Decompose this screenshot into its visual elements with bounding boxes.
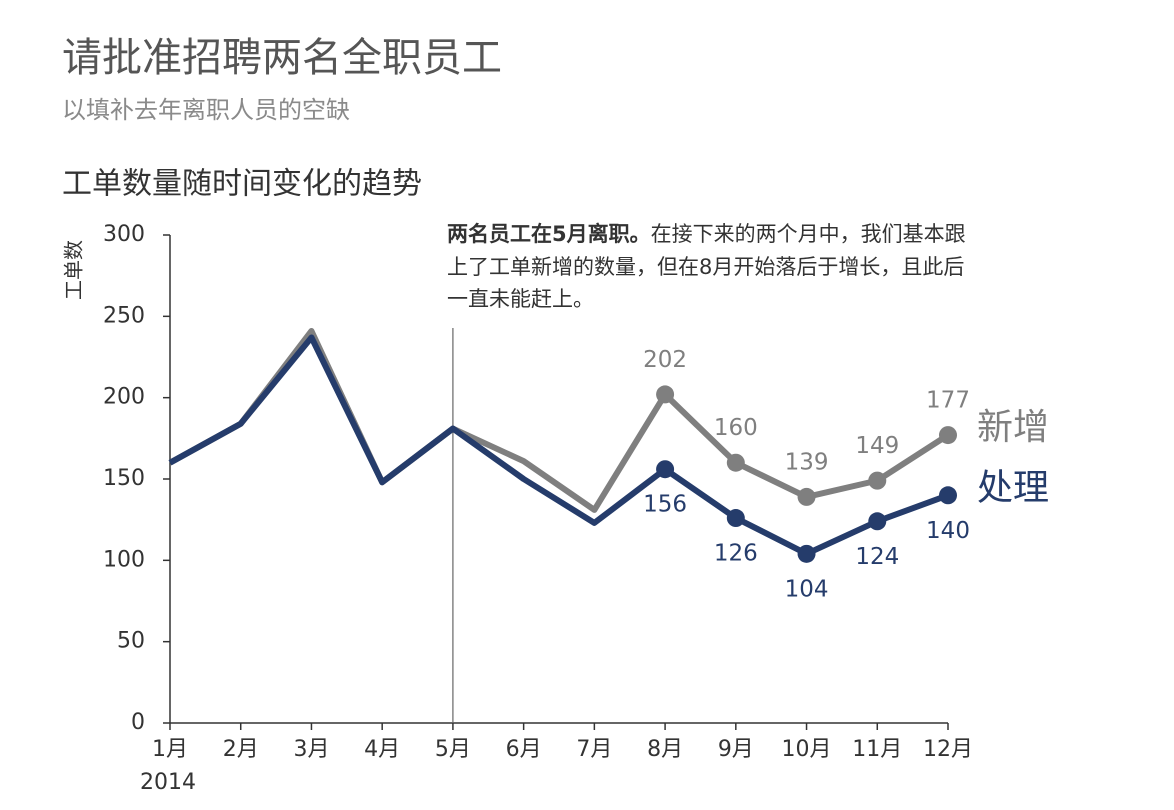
y-tick-label: 0: [131, 710, 145, 735]
marker: [656, 460, 675, 479]
marker: [797, 544, 816, 563]
y-axis-label: 工单数: [62, 240, 86, 300]
marker: [726, 509, 745, 528]
marker: [726, 453, 745, 472]
year-label: 2014: [140, 770, 196, 795]
marker: [939, 486, 957, 505]
y-tick-label: 250: [103, 303, 145, 328]
x-tick-label: 6月: [506, 737, 542, 762]
x-tick-label: 2月: [223, 737, 259, 762]
page-title: 请批准招聘两名全职员工: [62, 35, 502, 81]
value-label: 124: [855, 544, 899, 570]
chart-title: 工单数量随时间变化的趋势: [62, 167, 422, 202]
value-label: 140: [926, 518, 970, 544]
y-tick-label: 50: [117, 629, 145, 654]
x-tick-label: 11月: [852, 737, 902, 762]
legend-label: 新增: [977, 407, 1049, 448]
marker: [939, 426, 957, 445]
value-label: 139: [785, 449, 829, 475]
x-tick-label: 8月: [647, 737, 683, 762]
x-tick-label: 9月: [718, 737, 754, 762]
page-subtitle: 以填补去年离职人员的空缺: [62, 96, 350, 124]
value-label: 156: [643, 492, 687, 518]
value-label: 126: [714, 541, 758, 567]
x-tick-label: 7月: [576, 737, 612, 762]
annotation-line: 一直未能赶上。: [447, 287, 594, 311]
legend-label: 处理: [977, 467, 1049, 508]
marker: [656, 385, 675, 404]
y-tick-label: 200: [103, 385, 145, 410]
x-tick-label: 5月: [435, 737, 471, 762]
series-line: [168, 334, 950, 557]
x-tick-label: 3月: [293, 737, 329, 762]
marker: [868, 512, 887, 531]
annotation-lead: 两名员工在5月离职。: [447, 222, 651, 246]
value-label: 177: [926, 388, 970, 414]
series-line: [168, 327, 950, 513]
x-tick-label: 12月: [923, 737, 973, 762]
x-tick-label: 1月: [152, 737, 188, 762]
x-tick-label: 4月: [364, 737, 400, 762]
annotation-line: 上了工单新增的数量，但在8月开始落后于增长，且此后: [447, 255, 964, 279]
marker: [868, 471, 887, 490]
annotation: 两名员工在5月离职。在接下来的两个月中，我们基本跟: [447, 222, 966, 246]
value-label: 149: [855, 433, 899, 459]
y-tick-label: 100: [103, 547, 145, 572]
value-label: 104: [785, 576, 829, 602]
y-tick-label: 300: [103, 222, 145, 247]
y-tick-label: 150: [103, 466, 145, 491]
value-label: 160: [714, 415, 758, 441]
x-tick-label: 10月: [782, 737, 832, 762]
annotation-line: 在接下来的两个月中，我们基本跟: [651, 222, 966, 246]
marker: [797, 487, 816, 506]
value-label: 202: [643, 347, 687, 373]
